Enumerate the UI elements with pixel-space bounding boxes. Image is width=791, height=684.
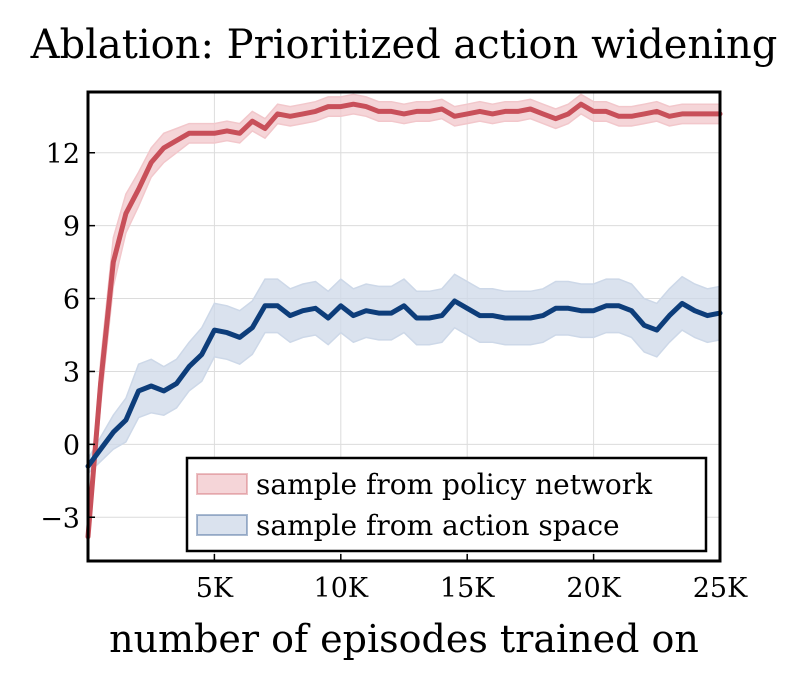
legend-label-policy-network: sample from policy network — [256, 468, 653, 501]
x-tick-label: 15K — [440, 573, 495, 604]
legend-box — [185, 456, 708, 553]
x-tick-label: 25K — [693, 573, 748, 604]
legend-label-action-space: sample from action space — [256, 509, 620, 542]
legend-swatch-action-space — [196, 514, 248, 536]
series-line-1 — [85, 298, 723, 469]
x-tick-label: 10K — [314, 573, 369, 604]
line-layer — [85, 101, 723, 540]
tick-layer: 5K 10K 15K 20K 25K −3 0 3 6 9 12 — [40, 139, 748, 604]
plot-frame — [86, 90, 722, 563]
y-tick-label: 6 — [63, 285, 80, 316]
legend: sample from policy network sample from a… — [185, 456, 708, 553]
y-tick-label: 12 — [46, 139, 80, 170]
x-tick-label: 20K — [566, 573, 621, 604]
y-tick-label: 3 — [63, 357, 80, 388]
y-tick-label: 0 — [63, 430, 80, 461]
x-axis-label: number of episodes trained on — [109, 617, 699, 661]
y-tick-label: −3 — [40, 503, 80, 534]
chart-title: Ablation: Prioritized action widening — [30, 22, 778, 68]
y-tick-label: 9 — [63, 212, 80, 243]
x-tick-label: 5K — [196, 573, 234, 604]
legend-swatch-policy-network — [196, 473, 248, 495]
series-line-0 — [85, 101, 723, 540]
